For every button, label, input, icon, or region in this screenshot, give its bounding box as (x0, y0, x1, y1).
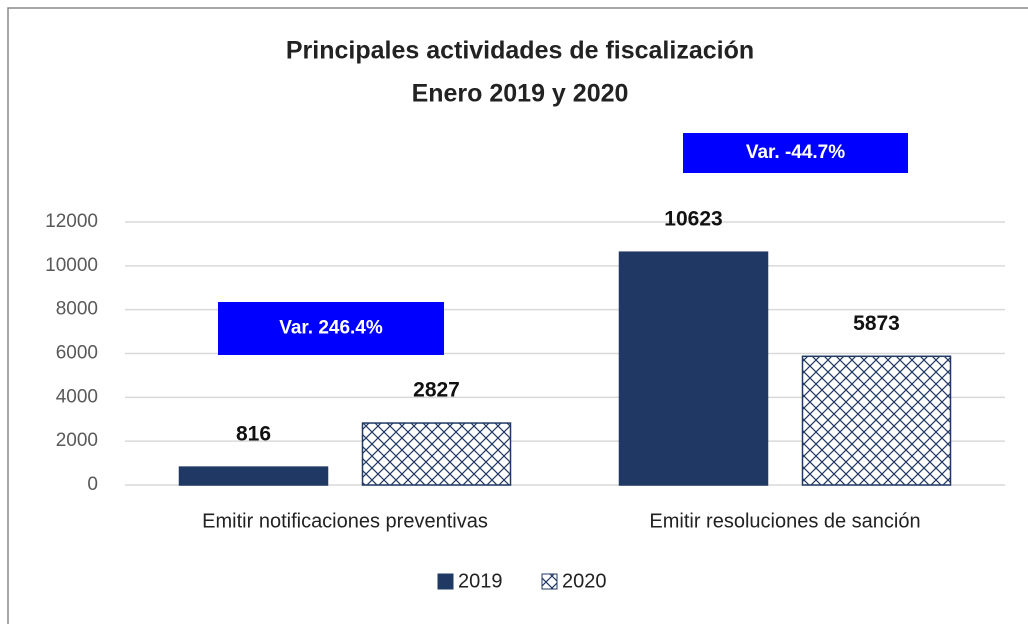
data-label: 2827 (413, 379, 460, 402)
y-tick-label: 4000 (56, 386, 98, 407)
y-tick-label: 12000 (45, 211, 98, 232)
chart-title: Principales actividades de fiscalización (286, 37, 754, 65)
y-tick-label: 6000 (56, 343, 98, 364)
data-label: 10623 (664, 208, 722, 231)
legend-swatch (541, 573, 558, 590)
legend-label: 2019 (458, 570, 503, 592)
data-label: 5873 (853, 312, 900, 335)
y-tick-label: 10000 (45, 255, 98, 276)
y-tick-label: 0 (87, 474, 98, 495)
bar (801, 355, 952, 486)
legend-swatch (437, 573, 454, 590)
annotation-box (683, 133, 908, 173)
chart-subtitle: Enero 2019 y 2020 (412, 80, 629, 108)
bar (178, 466, 329, 486)
x-tick-label: Emitir resoluciones de sanción (649, 510, 920, 532)
annotation: Var. -44.7% (746, 142, 845, 163)
data-label: 816 (236, 423, 271, 446)
y-tick-label: 2000 (56, 430, 98, 451)
x-tick-label: Emitir notificaciones preventivas (202, 510, 488, 532)
y-tick-label: 8000 (56, 299, 98, 320)
legend-label: 2020 (562, 570, 607, 592)
annotation: Var. 246.4% (279, 318, 383, 339)
chart-border (7, 7, 1028, 624)
bar (361, 422, 512, 486)
annotation-box (218, 302, 444, 355)
bar (618, 251, 769, 486)
